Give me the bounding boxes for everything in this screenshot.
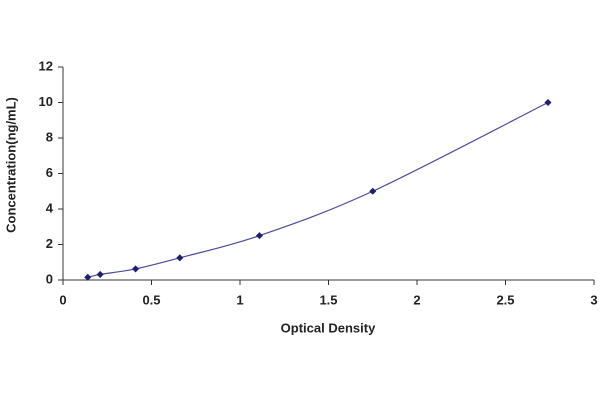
- y-axis-label: Concentration(ng/mL): [3, 97, 18, 233]
- fit-curve: [87, 101, 549, 278]
- x-tick-label: 3: [590, 292, 597, 307]
- y-tick-label: 12: [39, 58, 53, 73]
- x-tick-label: 1: [236, 292, 243, 307]
- y-tick-label: 6: [46, 165, 53, 180]
- data-point: [544, 98, 552, 107]
- x-tick-label: 0: [59, 292, 66, 307]
- data-point: [84, 273, 92, 281]
- data-point: [96, 270, 104, 278]
- x-axis-label: Optical Density: [281, 320, 376, 335]
- y-tick-label: 4: [46, 200, 54, 215]
- y-tick-label: 8: [46, 129, 53, 144]
- y-tick-label: 0: [46, 271, 53, 286]
- data-point: [369, 187, 377, 195]
- x-tick-label: 2: [413, 292, 420, 307]
- x-tick-label: 0.5: [142, 292, 160, 307]
- y-tick-label: 10: [39, 94, 53, 109]
- data-point: [176, 254, 184, 262]
- x-tick-label: 1.5: [319, 292, 337, 307]
- x-tick-label: 2.5: [496, 292, 514, 307]
- data-point: [132, 265, 140, 273]
- data-point: [255, 232, 264, 240]
- y-tick-label: 2: [46, 236, 53, 251]
